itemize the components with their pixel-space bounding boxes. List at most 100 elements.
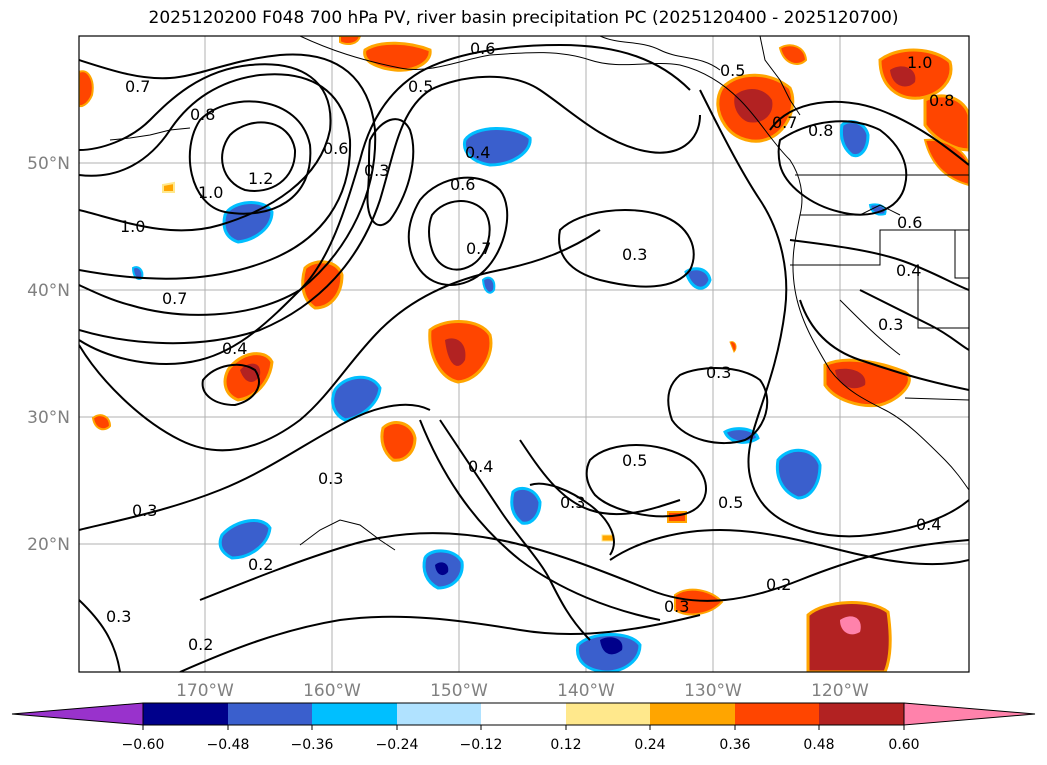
contour-0-6-calif — [799, 299, 969, 391]
coastlines — [109, 36, 969, 551]
colorbar-bin — [481, 703, 566, 725]
contour-0-6-mid — [407, 176, 509, 286]
contour-0-3-east — [859, 289, 969, 351]
lat-label: 30°N — [27, 408, 70, 428]
contour-0-2-bottom — [179, 614, 701, 672]
longitude-axis: 170°W 160°W 150°W 140°W 130°W 120°W — [176, 681, 869, 701]
colorbar-extend-high — [903, 702, 1036, 726]
latitude-axis: 50°N 40°N 30°N 20°N — [27, 154, 70, 555]
contour-0-3-bottom — [79, 599, 121, 672]
contour-label: 0.6 — [323, 139, 348, 158]
contour-0-4-east — [789, 239, 969, 291]
contour-0-4-bottom — [609, 528, 969, 566]
contour-1-2 — [188, 100, 312, 215]
precip-blob-small-4 — [729, 341, 737, 353]
map-title: 2025120200 F048 700 hPa PV, river basin … — [148, 8, 899, 28]
precip-blob-southwest — [806, 601, 892, 672]
contour-label: 0.4 — [465, 143, 490, 162]
contour-label: 0.2 — [248, 555, 273, 574]
colorbar-bin — [143, 703, 228, 725]
contour-label: 0.7 — [125, 77, 150, 96]
colorbar-bin — [650, 703, 735, 725]
precip-blob-small-5 — [162, 181, 175, 193]
lon-label: 140°W — [557, 681, 615, 701]
colorbar-tick: −0.48 — [207, 737, 250, 753]
precip-blob-small-3 — [778, 44, 808, 65]
lon-label: 120°W — [811, 681, 869, 701]
precip-blob-neg-b — [218, 519, 272, 560]
contour-label: 0.3 — [878, 315, 903, 334]
contour-0-3-lower — [79, 403, 431, 531]
lon-label: 170°W — [176, 681, 234, 701]
contour-0-8 — [79, 73, 352, 280]
lat-label: 20°N — [27, 535, 70, 555]
contour-label: 0.3 — [622, 245, 647, 264]
precip-blob-pacific-b-core — [240, 363, 261, 382]
precip-blob-alaska — [363, 41, 432, 72]
contour-0-2-lower — [199, 532, 969, 602]
contour-0-5 — [79, 43, 691, 365]
colorbar-tick: −0.24 — [376, 737, 419, 753]
contour-0-7-mid — [428, 200, 491, 271]
contour-0-6-east — [769, 100, 969, 166]
colorbar-extend-low — [11, 702, 144, 726]
contour-label: 0.3 — [318, 469, 343, 488]
precip-blob-southwest-core — [840, 616, 861, 635]
precip-blob-pacific-d — [380, 421, 417, 462]
contour-label: 0.6 — [470, 39, 495, 58]
contour-label: 0.5 — [720, 61, 745, 80]
contour-label: 0.6 — [897, 213, 922, 232]
contour-label: 0.2 — [766, 575, 791, 594]
precip-blob-small-1 — [91, 414, 112, 431]
contour-label: 0.3 — [706, 363, 731, 382]
contour-0-4-left — [79, 229, 601, 452]
contour-labels: 0.6 0.7 0.5 0.5 0.8 0.8 1.0 0.7 0.8 1.2 … — [106, 39, 954, 654]
precip-blob-montana — [923, 94, 969, 152]
contour-label: 0.5 — [408, 77, 433, 96]
contour-label: 0.3 — [106, 607, 131, 626]
colorbar-tick: 0.36 — [719, 737, 750, 753]
contour-0-8-east — [777, 120, 908, 216]
contour-label: 0.3 — [364, 161, 389, 180]
precip-blob-neg-c-core — [435, 562, 449, 576]
contour-label: 0.3 — [132, 501, 157, 520]
colorbar-tick: 0.48 — [803, 737, 834, 753]
colorbar-tick: 0.24 — [634, 737, 665, 753]
contour-label: 1.2 — [248, 169, 273, 188]
precip-blob-nw-corner — [79, 70, 94, 108]
colorbar-bin — [397, 703, 481, 725]
precip-blob-pacific-a-core — [445, 338, 466, 366]
contour-0-5-south — [585, 444, 707, 518]
contour-label: 0.5 — [622, 451, 647, 470]
precip-blob-rockies-core — [890, 66, 916, 87]
precip-blob-neg-f — [684, 267, 712, 290]
contour-0-6 — [79, 75, 701, 345]
precip-blob-rockies — [878, 48, 953, 100]
lon-label: 150°W — [430, 681, 488, 701]
contour-label: 0.8 — [190, 105, 215, 124]
contour-label: 0.4 — [896, 261, 921, 280]
precip-blob-subtropical — [674, 588, 724, 616]
contour-label: 0.3 — [560, 493, 585, 512]
contour-0-3-wave — [529, 482, 615, 556]
contour-0-3-cross — [419, 419, 661, 621]
precip-blob-neg-d-core — [600, 637, 623, 655]
colorbar-bin — [312, 703, 397, 725]
colorbar-frame — [142, 702, 905, 726]
colorbar-bin — [819, 703, 904, 725]
contour-label: 0.7 — [772, 113, 797, 132]
plot-frame — [78, 35, 970, 673]
plot-background — [79, 36, 969, 672]
contour-label: 0.4 — [222, 339, 247, 358]
contour-label: 0.4 — [468, 457, 493, 476]
colorbar-tick: −0.36 — [291, 737, 334, 753]
colorbar-tick: 0.12 — [550, 737, 581, 753]
precip-blob-neg-k — [868, 203, 887, 216]
precip-blob-neg-g — [723, 427, 760, 444]
contour-label: 1.0 — [907, 53, 932, 72]
contour-label: 0.5 — [718, 493, 743, 512]
contour-0-3-e — [558, 209, 695, 288]
colorbar: −0.60 −0.48 −0.36 −0.24 −0.12 0.12 0.24 … — [11, 702, 1036, 753]
precip-shading — [79, 36, 969, 672]
lat-label: 50°N — [27, 154, 70, 174]
